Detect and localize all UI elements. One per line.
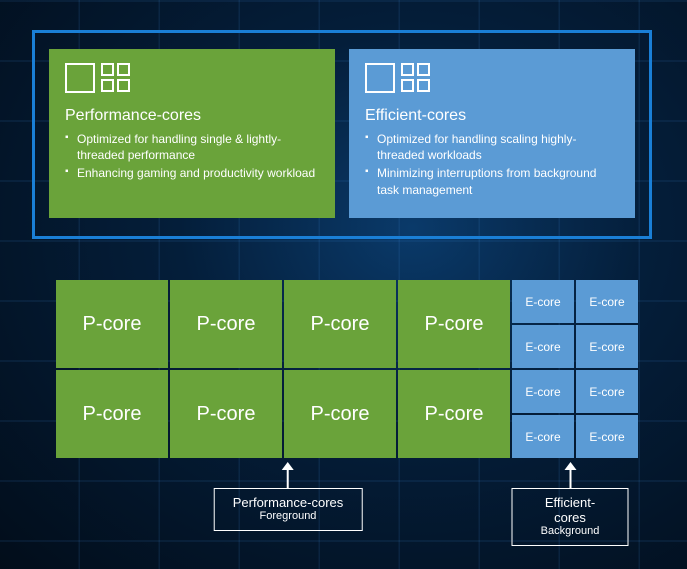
e-core-cell: E-core — [512, 415, 574, 458]
e-core-cell: E-core — [576, 325, 638, 368]
callout-title: Efficient-cores — [531, 495, 610, 525]
perf-bullet: Enhancing gaming and productivity worklo… — [65, 165, 319, 181]
eff-bullet: Minimizing interruptions from background… — [365, 165, 619, 197]
perf-bullet: Optimized for handling single & lightly-… — [65, 131, 319, 163]
perf-icon — [65, 63, 319, 93]
callout-subtitle: Background — [531, 525, 610, 537]
p-core-cell: P-core — [170, 370, 282, 458]
arrow-stem — [287, 470, 289, 488]
p-core-cell: P-core — [398, 280, 510, 368]
e-core-cell: E-core — [512, 325, 574, 368]
large-square-icon — [65, 63, 95, 93]
perf-card-title: Performance-cores — [65, 107, 319, 125]
efficient-cores-card: Efficient-cores Optimized for handling s… — [349, 49, 635, 218]
eff-callout: Efficient-cores Background — [512, 462, 629, 546]
eff-bullet: Optimized for handling scaling highly-th… — [365, 131, 619, 163]
eff-card-bullets: Optimized for handling scaling highly-th… — [365, 131, 619, 198]
small-squares-icon — [401, 63, 430, 92]
e-core-block: E-coreE-coreE-coreE-coreE-coreE-coreE-co… — [512, 280, 638, 458]
callout-box: Performance-cores Foreground — [214, 488, 363, 531]
arrow-stem — [569, 470, 571, 488]
p-core-cell: P-core — [170, 280, 282, 368]
p-core-cell: P-core — [56, 370, 168, 458]
e-core-cell: E-core — [512, 370, 574, 413]
arrow-up-icon — [564, 462, 576, 470]
perf-callout: Performance-cores Foreground — [214, 462, 363, 531]
e-core-cell: E-core — [576, 370, 638, 413]
core-types-frame: Performance-cores Optimized for handling… — [32, 30, 652, 239]
callout-title: Performance-cores — [233, 495, 344, 510]
e-core-cell: E-core — [576, 280, 638, 323]
perf-card-bullets: Optimized for handling single & lightly-… — [65, 131, 319, 182]
callout-subtitle: Foreground — [233, 510, 344, 522]
p-core-block: P-coreP-coreP-coreP-coreP-coreP-coreP-co… — [56, 280, 510, 458]
e-core-cell: E-core — [512, 280, 574, 323]
performance-cores-card: Performance-cores Optimized for handling… — [49, 49, 335, 218]
small-squares-icon — [101, 63, 130, 92]
callout-box: Efficient-cores Background — [512, 488, 629, 546]
p-core-cell: P-core — [398, 370, 510, 458]
p-core-cell: P-core — [284, 280, 396, 368]
eff-icon — [365, 63, 619, 93]
p-core-cell: P-core — [56, 280, 168, 368]
e-core-cell: E-core — [576, 415, 638, 458]
arrow-up-icon — [282, 462, 294, 470]
core-layout-diagram: P-coreP-coreP-coreP-coreP-coreP-coreP-co… — [56, 280, 638, 458]
large-square-icon — [365, 63, 395, 93]
eff-card-title: Efficient-cores — [365, 107, 619, 125]
p-core-cell: P-core — [284, 370, 396, 458]
